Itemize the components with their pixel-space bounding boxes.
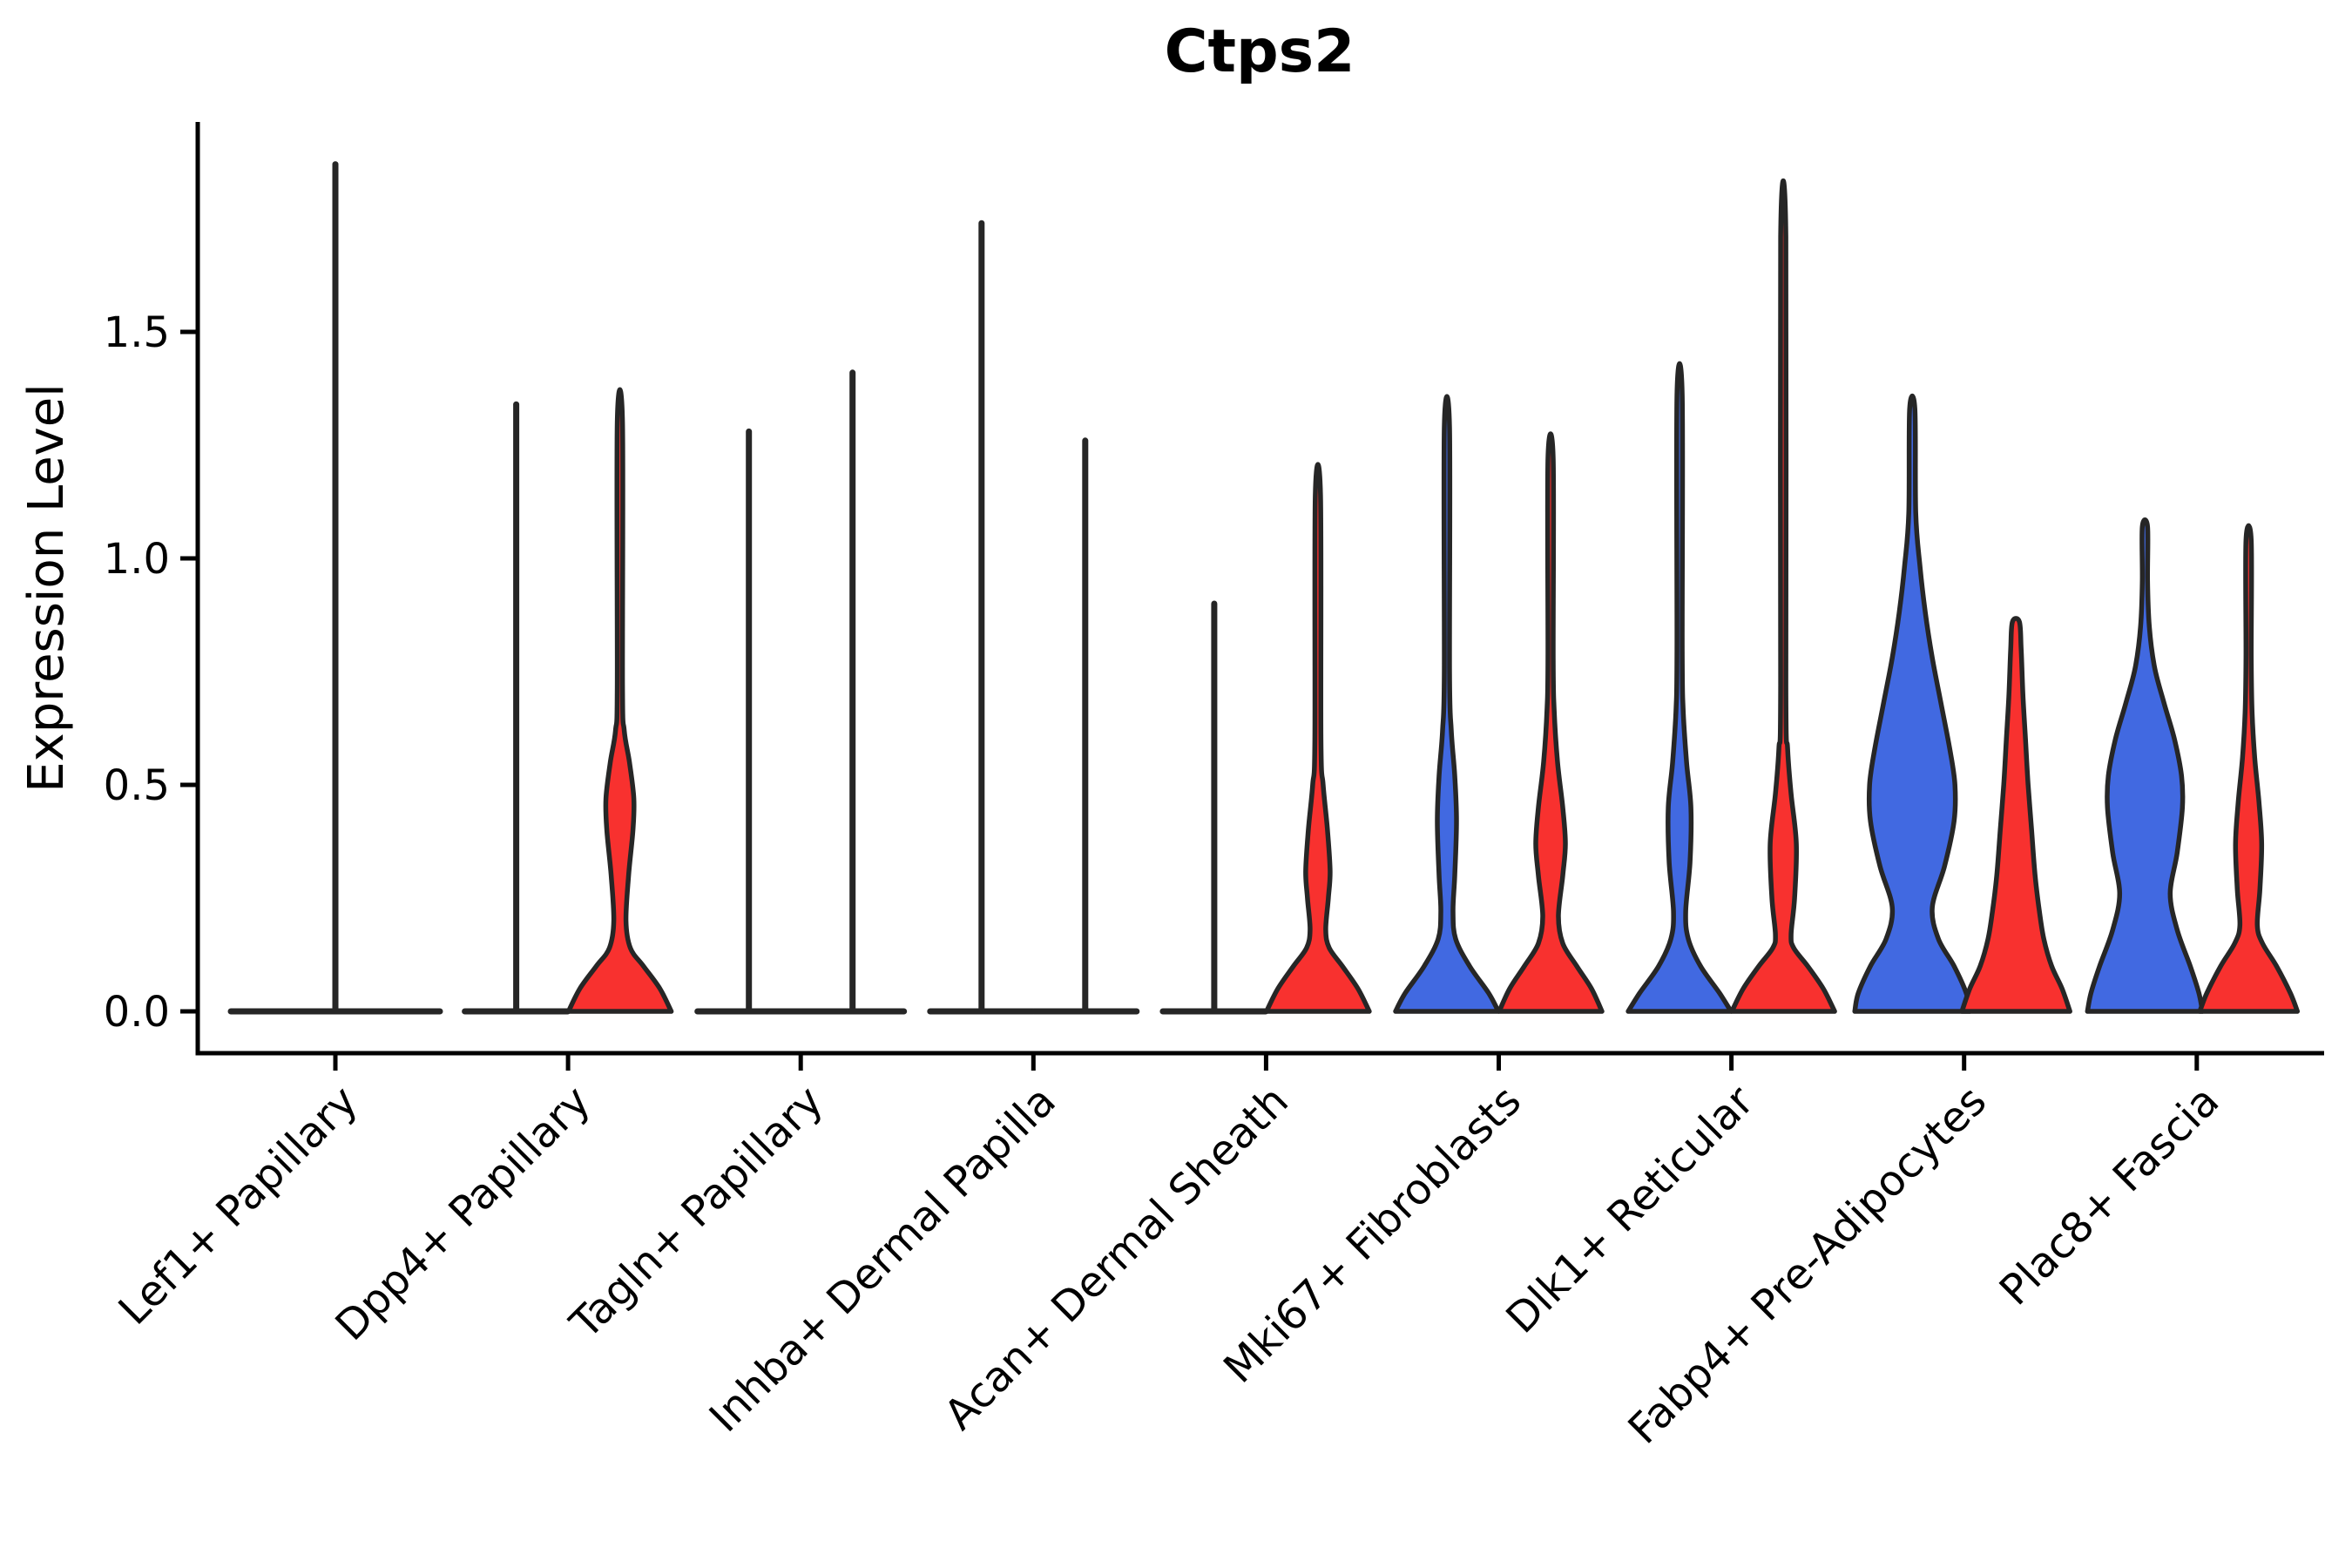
violin-tagln-papillary-blue [694,428,804,1015]
x-tick-label-dpp4-papillary: Dpp4+ Papillary [327,1077,600,1350]
violin-dlk1-reticular-blue [1625,361,1734,1014]
violin-mki67-fibroblasts-red [1497,431,1605,1014]
violin-tagln-papillary-red [798,369,908,1015]
chart-title: Ctps2 [1165,17,1355,86]
y-tick-label: 0.0 [104,988,170,1037]
y-tick-label: 0.5 [104,761,170,810]
violins-layer [227,161,2301,1015]
axes-spines [195,122,2324,1056]
x-tick-label-lef1-papillary: Lef1+ Papillary [110,1077,368,1335]
violin-inhba-dermal-papilla-blue [927,220,1037,1015]
violin-dlk1-reticular-red [1729,178,1837,1014]
violin-fabp4-pre-adipocytes-blue [1852,393,1972,1014]
violin-acan-dermal-sheath-blue [1159,600,1269,1015]
y-tick-label: 1.5 [104,308,170,357]
violin-dpp4-papillary-blue [462,401,571,1015]
violin-mki67-fibroblasts-blue [1393,394,1501,1014]
violin-plac8-fascia-red [2197,523,2301,1014]
violin-lef1-papillary-single [227,161,443,1015]
x-tick-label-tagln-papillary: Tagln+ Papillary [560,1077,832,1348]
violin-acan-dermal-sheath-red [1264,462,1372,1014]
y-axis-label: Expression Level [18,383,75,793]
x-tick-label-dlk1-reticular: Dlk1+ Reticular [1497,1077,1763,1343]
violin-fabp4-pre-adipocytes-red [1959,616,2072,1014]
violin-plac8-fascia-blue [2085,517,2206,1014]
x-tick-label-plac8-fascia: Plac8+ Fascia [1990,1077,2229,1315]
violin-inhba-dermal-papilla-red [1031,437,1140,1015]
y-tick-label: 1.0 [104,535,170,584]
violin-dpp4-papillary-red [565,387,674,1014]
